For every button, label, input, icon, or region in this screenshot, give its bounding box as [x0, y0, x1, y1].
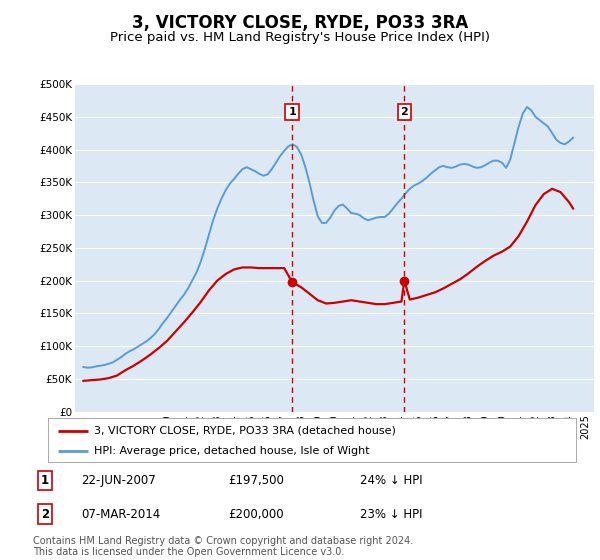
Text: 1: 1 [41, 474, 49, 487]
Text: 2: 2 [400, 107, 408, 117]
Text: 24% ↓ HPI: 24% ↓ HPI [360, 474, 422, 487]
Text: Contains HM Land Registry data © Crown copyright and database right 2024.
This d: Contains HM Land Registry data © Crown c… [33, 535, 413, 557]
Text: 3, VICTORY CLOSE, RYDE, PO33 3RA: 3, VICTORY CLOSE, RYDE, PO33 3RA [132, 14, 468, 32]
Text: 22-JUN-2007: 22-JUN-2007 [81, 474, 156, 487]
Text: 1: 1 [288, 107, 296, 117]
Text: HPI: Average price, detached house, Isle of Wight: HPI: Average price, detached house, Isle… [94, 446, 370, 456]
Text: 3, VICTORY CLOSE, RYDE, PO33 3RA (detached house): 3, VICTORY CLOSE, RYDE, PO33 3RA (detach… [94, 426, 397, 436]
Text: £197,500: £197,500 [228, 474, 284, 487]
Text: 2: 2 [41, 507, 49, 521]
Text: £200,000: £200,000 [228, 507, 284, 521]
Text: 07-MAR-2014: 07-MAR-2014 [81, 507, 160, 521]
Text: Price paid vs. HM Land Registry's House Price Index (HPI): Price paid vs. HM Land Registry's House … [110, 31, 490, 44]
Text: 23% ↓ HPI: 23% ↓ HPI [360, 507, 422, 521]
